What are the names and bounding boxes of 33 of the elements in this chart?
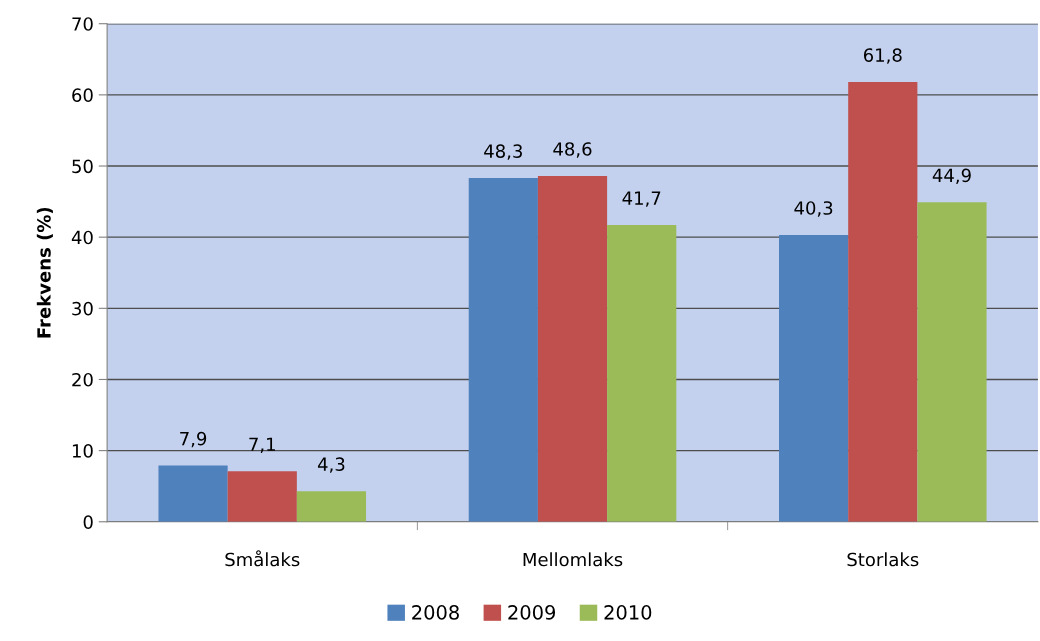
- legend-label: 2009: [508, 605, 556, 620]
- bar: [468, 178, 538, 522]
- bar: [227, 471, 297, 522]
- bar: [848, 82, 918, 522]
- bar: [917, 202, 987, 522]
- y-tick-label: 60: [72, 88, 93, 102]
- bar: [779, 235, 849, 522]
- x-tick-label: Storlaks: [847, 552, 919, 567]
- legend-label: 2008: [412, 605, 459, 620]
- data-label: 48,6: [553, 142, 592, 158]
- bar: [296, 491, 367, 522]
- legend-label: 2010: [604, 605, 652, 620]
- data-label: 7,1: [249, 437, 275, 453]
- y-tick-label: 20: [72, 372, 93, 387]
- x-tick-label: Smålaks: [225, 550, 300, 567]
- data-label: 4,3: [317, 457, 345, 473]
- data-label: 48,3: [484, 144, 522, 160]
- data-label: 41,7: [622, 191, 661, 207]
- data-label: 61,8: [863, 48, 902, 64]
- y-axis-title: Frekvens (%): [36, 207, 53, 338]
- data-label: 44,9: [932, 168, 971, 184]
- y-tick-label: 40: [71, 230, 93, 245]
- bar: [607, 225, 677, 522]
- y-tick-label: 70: [72, 17, 93, 31]
- y-tick-label: 30: [72, 301, 93, 316]
- y-tick-label: 0: [83, 515, 93, 529]
- bar: [537, 175, 608, 522]
- x-tick-label: Mellomlaks: [523, 552, 623, 567]
- bar: [158, 465, 228, 522]
- y-tick-label: 10: [72, 444, 93, 458]
- data-label: 40,3: [794, 201, 833, 217]
- y-tick-label: 50: [72, 159, 93, 174]
- data-label: 7,9: [180, 431, 207, 448]
